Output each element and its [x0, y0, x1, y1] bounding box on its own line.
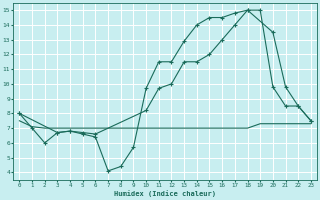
X-axis label: Humidex (Indice chaleur): Humidex (Indice chaleur): [114, 190, 216, 197]
